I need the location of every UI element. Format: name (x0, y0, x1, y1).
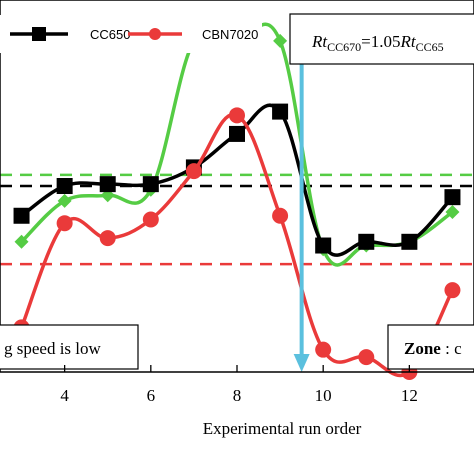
point-series-2-4 (57, 193, 72, 208)
x-tick-label-6: 6 (147, 386, 156, 405)
annotation-left-box: g speed is low (0, 324, 139, 370)
annotation-right-box-frame (387, 324, 474, 370)
x-axis-ticks: 4 6 8 10 12 (60, 365, 418, 405)
point-cc650-8 (229, 125, 245, 142)
legend-label-cbn7020: CBN7020 (202, 27, 258, 42)
annotation-left-text: g speed is low (4, 339, 102, 358)
point-cbn7020-13 (444, 282, 461, 299)
annotation-sub-2: CC65 (416, 40, 444, 54)
point-cc650-12 (401, 233, 418, 250)
annotation-top-text: RtCC670=1.05RtCC65 (311, 32, 444, 54)
point-cc650-9 (272, 103, 289, 120)
point-cc650-13 (444, 189, 461, 206)
legend-label-cc650: CC650 (90, 27, 130, 42)
point-cbn7020-8 (229, 107, 245, 124)
x-tick-label-4: 4 (60, 386, 69, 405)
point-cc650-10 (315, 237, 332, 254)
x-tick-label-12: 12 (401, 386, 418, 405)
legend-marker-cbn7020 (149, 28, 161, 40)
point-cbn7020-9 (272, 207, 289, 224)
point-cc650-3 (13, 207, 30, 224)
annotation-left-box-frame (0, 324, 139, 370)
annotation-right-box: Zone : c (387, 324, 474, 370)
point-cbn7020-4 (56, 215, 73, 232)
series-layer (13, 22, 461, 380)
point-cbn7020-11 (358, 349, 375, 366)
annotation-top-box-frame (289, 13, 474, 65)
annotation-right-text: Zone : c (404, 339, 462, 358)
annotation-sub-1: CC670 (327, 40, 361, 54)
legend: CC650 CBN7020 (0, 15, 262, 53)
annotation-mid: =1.05 (361, 32, 400, 51)
point-cbn7020-6 (142, 211, 159, 228)
x-tick-label-8: 8 (233, 386, 242, 405)
point-cc650-6 (142, 176, 159, 193)
point-cc650-4 (56, 178, 73, 194)
legend-marker-cc650 (32, 27, 46, 41)
vertical-marker-arrowhead (293, 354, 310, 372)
point-cc650-11 (358, 233, 375, 250)
annotation-top-box: RtCC670=1.05RtCC65 (289, 13, 474, 65)
point-series-2-9 (273, 33, 288, 48)
annotation-rt-1: Rt (311, 32, 328, 51)
annotation-zone-rest: : c (441, 339, 462, 358)
annotation-zone-bold: Zone (404, 339, 441, 358)
x-tick-label-10: 10 (315, 386, 332, 405)
point-cbn7020-5 (99, 230, 116, 247)
point-series-2-3 (14, 234, 29, 249)
point-series-2-13 (445, 205, 460, 220)
x-axis-title: Experimental run order (203, 419, 362, 438)
series-cbn7020 (13, 107, 461, 380)
point-cc650-5 (99, 176, 116, 193)
series-cc650 (13, 103, 461, 257)
point-cbn7020-10 (315, 341, 332, 358)
annotation-rt-2: Rt (399, 32, 416, 51)
vertical-marker (293, 14, 310, 372)
point-cbn7020-7 (185, 163, 202, 180)
